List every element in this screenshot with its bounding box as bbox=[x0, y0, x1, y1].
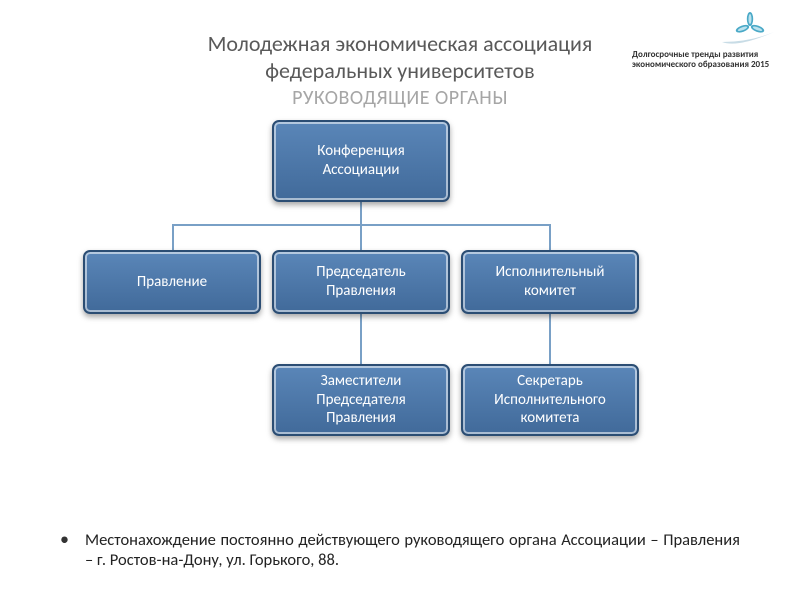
connector bbox=[360, 224, 362, 250]
org-chart: КонференцияАссоциации Правление Председате… bbox=[0, 120, 800, 480]
org-node-label: ЗаместителиПредседателяПравления bbox=[316, 372, 405, 428]
title-subtitle: РУКОВОДЯЩИЕ ОРГАНЫ bbox=[0, 86, 800, 110]
title-block: Молодежная экономическая ассоциация феде… bbox=[0, 30, 800, 110]
connector bbox=[360, 314, 362, 364]
org-node-label: КонференцияАссоциации bbox=[317, 142, 404, 180]
footer: • Местонахождение постоянно действующего… bbox=[60, 530, 740, 570]
connector bbox=[172, 224, 174, 250]
connector bbox=[549, 224, 551, 250]
org-node-label: Исполнительныйкомитет bbox=[496, 263, 605, 301]
org-node-secr: СекретарьИсполнительногокомитета bbox=[461, 364, 639, 436]
title-line-2: федеральных университетов bbox=[0, 57, 800, 84]
slide: Долгосрочные тренды развития экономическ… bbox=[0, 0, 800, 600]
org-node-exec: Исполнительныйкомитет bbox=[461, 250, 639, 314]
org-node-root: КонференцияАссоциации bbox=[272, 120, 450, 202]
org-node-board: Правление bbox=[83, 250, 261, 314]
org-node-label: ПредседательПравления bbox=[316, 263, 405, 301]
org-node-label: СекретарьИсполнительногокомитета bbox=[494, 372, 606, 428]
org-node-label: Правление bbox=[137, 273, 207, 292]
org-node-chair: ПредседательПравления bbox=[272, 250, 450, 314]
connector bbox=[549, 314, 551, 364]
footer-text: Местонахождение постоянно действующего р… bbox=[85, 530, 740, 570]
connector bbox=[360, 202, 362, 224]
title-line-1: Молодежная экономическая ассоциация bbox=[0, 30, 800, 57]
org-node-dep: ЗаместителиПредседателяПравления bbox=[272, 364, 450, 436]
bullet-icon: • bbox=[60, 530, 69, 570]
